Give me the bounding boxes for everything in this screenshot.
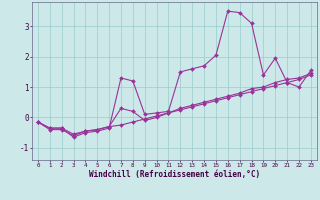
- X-axis label: Windchill (Refroidissement éolien,°C): Windchill (Refroidissement éolien,°C): [89, 170, 260, 179]
